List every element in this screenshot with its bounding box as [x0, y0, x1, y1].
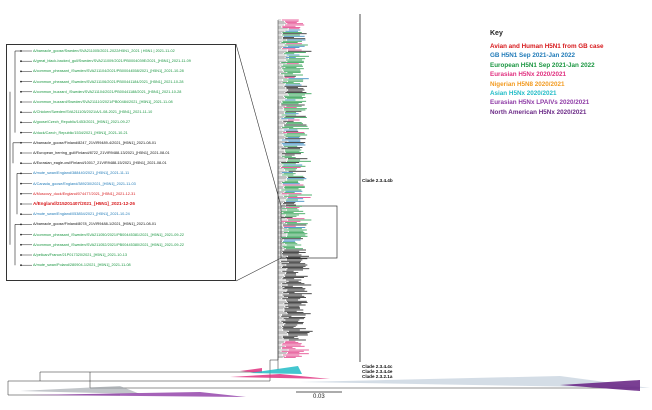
- inset-tip-label: A/mute_swan/England/388440/2021_[H5N1]_2…: [33, 171, 130, 176]
- clade-wedge: [240, 368, 262, 373]
- inset-node: [20, 111, 22, 114]
- clade-wedge: [20, 386, 140, 394]
- inset-node: [20, 80, 22, 83]
- inset-tip-label: A/England/215201407/2021_[H5N1]_2021-12-…: [33, 201, 135, 206]
- inset-tip-label: A/mute_swan/Poland/280904-1/2021_[H5N1]_…: [33, 263, 131, 268]
- legend-item: Asian H5Nx 2020/2021: [490, 90, 557, 98]
- inset-tip-label: A/barnacle_goose/Finland/8247_21VIR9489-…: [33, 140, 157, 145]
- inset-node: [20, 90, 22, 93]
- inset-tip-label: A/Muscovy_duck/England/074477/2021_[H5N1…: [33, 191, 136, 196]
- legend-items: Avian and Human H5N1 from GB case GB H5N1…: [490, 42, 604, 117]
- collapsed-clades: [20, 366, 650, 397]
- inset-node: [20, 203, 22, 205]
- inset-node: [20, 172, 22, 175]
- clade-label-c1: Clade 2.3.4.4c: [362, 364, 393, 369]
- legend-title: Key: [490, 30, 503, 37]
- inset-node: [20, 162, 22, 165]
- zoom-connector: [235, 43, 282, 207]
- inset-tree: [9, 50, 32, 267]
- legend-item: GB H5N1 Sep 2021-Jan 2022: [490, 52, 576, 60]
- clade-wedge: [30, 392, 246, 397]
- inset-node: [20, 70, 22, 73]
- inset-node: [20, 152, 22, 154]
- inset-node: [20, 233, 22, 236]
- inset-node: [20, 50, 22, 52]
- inset-node: [20, 223, 22, 226]
- inset-node: [20, 213, 22, 216]
- inset-node: [20, 121, 22, 124]
- inset-tip-label: A/duck/Czech_Republic/1534/2021_[H5N1]_2…: [33, 130, 128, 135]
- clade-wedge: [250, 366, 302, 374]
- inset-node: [20, 264, 22, 267]
- inset-tip-label: A/common_pheasant_/Sweden/SVA211052/2021…: [33, 242, 185, 247]
- inset-tip-label: A/mute_swan/England/053854/2021_[H5N1]_2…: [33, 212, 130, 217]
- inset-tip-label: A/common_pheasant_/Sweden/SVA211104/2021…: [33, 69, 184, 74]
- inset-tip-label: A/Chicken/Sweden/SVA211105/2021/A/1-08-2…: [33, 110, 153, 115]
- clade-label-c3: Clade 2.3.2.1a: [362, 374, 393, 379]
- legend-item: European H5N1 Sep 2021-Jan 2022: [490, 61, 595, 69]
- inset-tip-label: A/barnacle_goose/Sweden/SVA211005/2021-2…: [33, 49, 175, 53]
- legend-item: Avian and Human H5N1 from GB case: [490, 43, 604, 50]
- clade-label-main: Clade 2.3.4.4b: [362, 178, 393, 183]
- inset-node: [20, 254, 22, 256]
- inset-tip-label: A/barnacle_goose/Finland/8078_21VIR9488-…: [33, 222, 157, 227]
- tip-labels: [278, 19, 313, 358]
- clade-wedge: [560, 380, 640, 391]
- inset-node: [20, 131, 22, 134]
- inset-node: [20, 192, 22, 195]
- legend-item: Eurasian H5Nx LPAIVs 2020/2021: [490, 99, 590, 107]
- inset-tip-label: A/European_herring_gull/Finland/8722_21V…: [33, 151, 170, 155]
- inset-node: [20, 141, 22, 144]
- inset-node: [20, 60, 22, 63]
- clade-wedge: [230, 374, 330, 379]
- legend: Key Avian and Human H5N1 from GB case GB …: [490, 30, 604, 117]
- legend-item: Eurasian H5Nx 2020/2021: [490, 71, 566, 79]
- inset-tip-label: A/pelican/France/21P017320/2021_[H5N1]_2…: [33, 253, 127, 257]
- inset-tip-label: A/common_pheasant_/Sweden/SVA211106/2021…: [33, 79, 184, 84]
- inset-tip-label: A/goose/Czech_Republic/1453/2021_[H5N1]_…: [33, 120, 131, 125]
- inset-tip-label: A/Eurasian_eagle-owl/Finland/10017_21VIR…: [33, 161, 167, 166]
- inset-tip-label: A/common_buzzard_/Sweden/SVA211104/2021/…: [33, 89, 182, 94]
- inset-tip-label: A/common_pheasant_/Sweden/SVA211050/2021…: [33, 232, 185, 237]
- zoom-connector: [235, 257, 282, 282]
- inset-tip-label: A/common_buzzard/Sweden/SVA211110/2021/P…: [33, 100, 173, 104]
- legend-item: Nigerian H5N8 2020/2021: [490, 80, 565, 88]
- inset-tip-label: A/Canada_goose/England/389230/2021_[H5N1…: [33, 181, 136, 186]
- scale-label: 0.03: [313, 394, 325, 400]
- zoom-inset: A/barnacle_goose/Sweden/SVA211005/2021-2…: [6, 44, 236, 281]
- clade-label-c2: Clade 2.3.4.4e: [362, 369, 393, 374]
- legend-item: North American H5Nx 2020/2021: [490, 108, 587, 116]
- inset-tip-label: A/great_black-backed_gull/Sweden/SVA2110…: [33, 59, 191, 64]
- inset-node: [20, 182, 22, 185]
- zoom-box: [280, 205, 338, 259]
- inset-node: [20, 101, 22, 103]
- inset-node: [20, 243, 22, 246]
